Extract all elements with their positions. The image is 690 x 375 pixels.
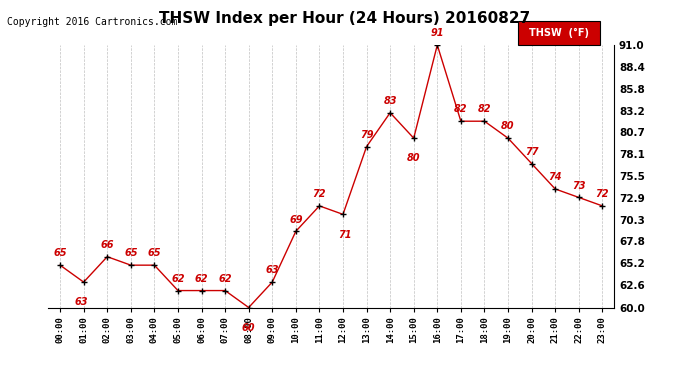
Text: 71: 71 xyxy=(339,230,352,240)
Text: 66: 66 xyxy=(101,240,114,250)
Text: 63: 63 xyxy=(75,297,88,307)
Text: 74: 74 xyxy=(549,172,562,182)
Text: 80: 80 xyxy=(501,122,515,131)
Text: 72: 72 xyxy=(595,189,609,199)
Text: 69: 69 xyxy=(289,214,303,225)
Text: 73: 73 xyxy=(572,181,586,190)
Text: 65: 65 xyxy=(148,248,161,258)
Text: 60: 60 xyxy=(242,323,255,333)
Text: 62: 62 xyxy=(195,274,208,284)
Text: 62: 62 xyxy=(218,274,232,284)
Text: THSW Index per Hour (24 Hours) 20160827: THSW Index per Hour (24 Hours) 20160827 xyxy=(159,11,531,26)
Text: 62: 62 xyxy=(171,274,185,284)
Text: 63: 63 xyxy=(266,266,279,275)
Text: 82: 82 xyxy=(477,104,491,114)
Text: THSW  (°F): THSW (°F) xyxy=(529,28,589,38)
Text: 65: 65 xyxy=(53,248,67,258)
Text: 79: 79 xyxy=(359,130,373,140)
Text: 82: 82 xyxy=(454,104,468,114)
Text: 80: 80 xyxy=(407,153,420,164)
Text: 77: 77 xyxy=(525,147,538,157)
Text: 83: 83 xyxy=(384,96,397,106)
Text: 65: 65 xyxy=(124,248,137,258)
Text: 91: 91 xyxy=(431,28,444,38)
Text: 72: 72 xyxy=(313,189,326,199)
Text: Copyright 2016 Cartronics.com: Copyright 2016 Cartronics.com xyxy=(7,17,177,27)
